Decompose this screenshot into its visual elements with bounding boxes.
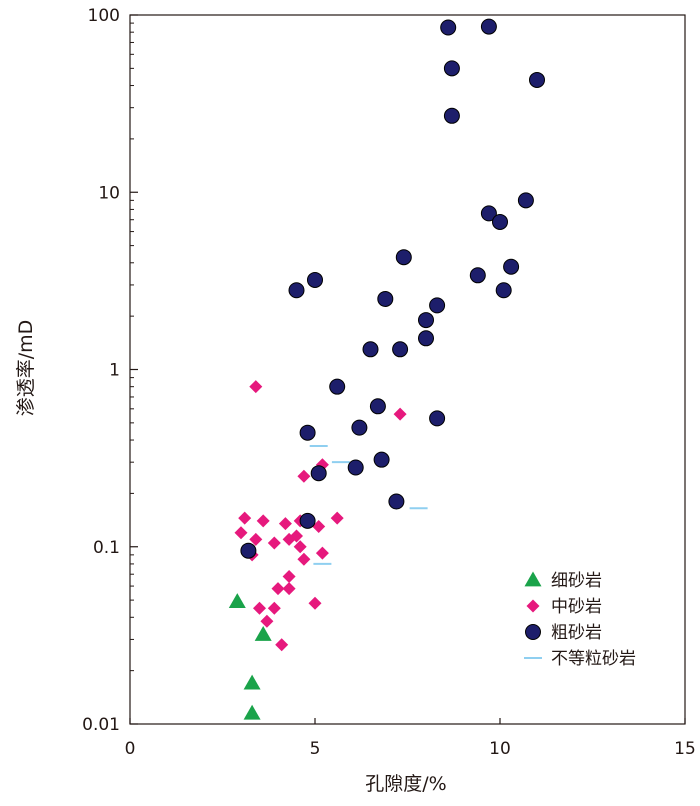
diamond-point [267,536,281,550]
chart-axes: 0 5 10 15 0.01 0.1 1 10 100 [82,6,696,759]
diamond-point [293,540,307,554]
circle-point [443,60,460,77]
diamond-point [278,517,292,531]
x-axis-label: 孔隙度/% [365,773,446,795]
circle-point [495,282,512,299]
diamond-point [315,546,329,560]
legend-label: 不等粒砂岩 [551,649,636,669]
circle-point [299,424,316,441]
y-tick-label: 100 [88,6,120,26]
circle-point [529,71,545,88]
circle-point [388,493,405,510]
y-axis-label: 渗透率/mD [15,320,37,417]
diamond-point [238,511,252,525]
legend-label: 粗砂岩 [551,623,602,643]
diamond-point [393,407,407,421]
x-tick-label: 5 [310,739,321,759]
circle-point [373,451,390,468]
series-triangle [228,593,272,720]
circle-point [347,459,364,476]
circle-point [310,465,327,482]
triangle-point [254,625,272,641]
diamond-point [256,514,270,528]
diamond-point [282,582,296,596]
x-tick-label: 0 [125,739,136,759]
circle-point [392,341,409,358]
legend-item: 不等粒砂岩 [524,649,636,669]
legend-item: 中砂岩 [526,597,602,617]
circle-point [517,192,534,209]
legend-marker-triangle [524,571,542,587]
diamond-point [297,469,311,483]
circle-point [288,282,305,299]
diamond-point [308,596,322,610]
diamond-point [275,638,289,652]
diamond-point [260,614,274,628]
circle-point [429,297,446,314]
diamond-point [249,380,263,394]
chart-marks [228,18,545,720]
circle-point [418,312,434,329]
circle-point [395,249,412,266]
y-tick-label: 0.1 [93,538,120,558]
triangle-point [243,704,261,720]
x-tick-label: 10 [489,739,511,759]
circle-point [307,271,323,288]
diamond-point [234,526,248,540]
series-diamond [234,380,407,652]
circle-point [492,213,508,230]
legend-label: 中砂岩 [551,597,602,617]
triangle-point [243,674,261,690]
triangle-point [228,593,246,609]
diamond-point [297,552,311,566]
diamond-point [253,601,266,615]
circle-point [240,542,257,559]
series-circle [240,18,545,559]
legend-marker-circle [525,624,541,640]
circle-point [480,18,497,35]
circle-point [443,107,460,124]
diamond-point [271,582,285,596]
circle-point [377,290,394,307]
circle-point [503,258,520,275]
circle-point [329,378,346,395]
series-dash [309,445,428,565]
diamond-point [330,511,344,525]
circle-point [418,330,434,347]
circle-point [299,512,316,529]
circle-point [429,410,446,427]
circle-point [440,19,457,36]
diamond-point [282,532,296,546]
circle-point [480,205,497,222]
circle-point [362,341,379,358]
diamond-point [312,520,326,534]
diamond-point [267,601,281,615]
y-tick-label: 1 [109,361,120,381]
y-tick-label: 10 [98,183,120,203]
plot-frame [129,14,686,725]
circle-point [351,419,368,436]
legend-item: 细砂岩 [524,571,602,591]
y-tick-label: 0.01 [82,715,120,735]
circle-point [469,267,486,284]
legend-label: 细砂岩 [551,571,602,591]
diamond-point [249,532,263,546]
legend-item: 粗砂岩 [525,623,602,643]
diamond-point [282,569,296,583]
x-tick-label: 15 [674,739,696,759]
circle-point [369,398,386,415]
legend-marker-diamond [526,599,540,613]
